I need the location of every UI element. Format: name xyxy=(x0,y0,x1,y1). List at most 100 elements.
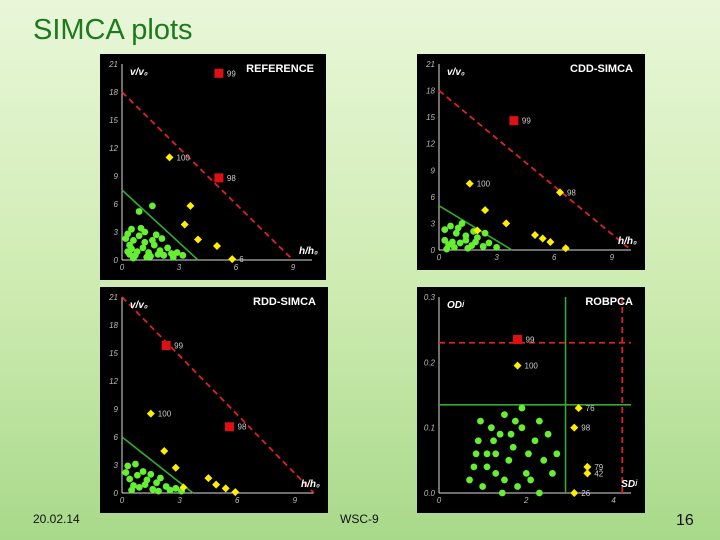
point-label: 76 xyxy=(586,404,595,413)
y-tick-label: 15 xyxy=(109,116,118,125)
x-tick-label: 9 xyxy=(610,253,615,262)
chart-robpca: 0.0 0.1 0.2 0.3 0 2 4 100 76 98 79 42 26 99 ROBPCA ODʲ S… xyxy=(417,287,645,513)
x-tick-label: 6 xyxy=(552,253,557,262)
regular-point xyxy=(441,226,449,234)
regular-point xyxy=(535,489,543,497)
extreme-point xyxy=(214,68,224,78)
flagged-point xyxy=(160,447,169,455)
y-tick-label: 3 xyxy=(431,219,436,228)
flagged-point xyxy=(171,463,180,472)
regular-point xyxy=(166,486,174,494)
y-tick-label: 0.3 xyxy=(424,293,436,302)
regular-point xyxy=(549,470,556,477)
red-boundary-line xyxy=(121,91,294,261)
regular-point xyxy=(143,253,151,261)
regular-point xyxy=(156,247,164,255)
point-label: 98 xyxy=(581,424,590,433)
x-tick-label: 0 xyxy=(120,496,125,505)
y-tick-label: 6 xyxy=(114,200,119,209)
y-tick-label: 3 xyxy=(114,228,119,237)
regular-point xyxy=(447,222,454,230)
extreme-point xyxy=(513,334,523,344)
regular-point xyxy=(133,471,141,479)
y-axis-label: ODʲ xyxy=(447,300,465,311)
extreme-point xyxy=(509,116,519,126)
flagged-point xyxy=(165,153,174,162)
x-axis-label: h/h₀ xyxy=(618,236,637,247)
regular-point xyxy=(452,229,460,237)
regular-point xyxy=(157,474,164,482)
y-tick-label: 21 xyxy=(425,60,435,69)
regular-point xyxy=(527,476,535,484)
x-axis-label: SDʲ xyxy=(621,479,638,490)
flagged-point xyxy=(146,409,155,418)
regular-point xyxy=(135,232,143,240)
x-axis-label: h/h₀ xyxy=(299,246,318,257)
regular-point xyxy=(477,417,484,425)
regular-point xyxy=(141,228,149,236)
x-tick-label: 6 xyxy=(234,263,239,272)
regular-point xyxy=(454,224,462,232)
regular-point xyxy=(540,456,548,464)
point-label: 100 xyxy=(158,410,172,419)
y-tick-label: 0 xyxy=(114,256,119,265)
y-tick-label: 0 xyxy=(431,246,436,255)
regular-point xyxy=(518,424,526,432)
flagged-point xyxy=(180,220,189,229)
regular-point xyxy=(149,202,156,210)
regular-point xyxy=(501,476,508,484)
y-tick-label: 15 xyxy=(109,349,118,358)
point-label: 100 xyxy=(525,362,539,371)
y-tick-label: 21 xyxy=(108,293,118,302)
regular-point xyxy=(509,443,517,451)
y-tick-label: 9 xyxy=(431,166,436,175)
regular-point xyxy=(160,251,168,259)
x-tick-label: 9 xyxy=(291,263,296,272)
x-tick-label: 3 xyxy=(177,263,182,272)
chart-title: CDD-SIMCA xyxy=(570,63,633,75)
point-label: 98 xyxy=(227,174,236,183)
flagged-point xyxy=(213,242,221,250)
regular-point xyxy=(150,241,158,249)
y-axis-label: v/v₀ xyxy=(447,67,465,78)
chart-title: RDD-SIMCA xyxy=(253,296,316,308)
point-label: 99 xyxy=(522,117,531,126)
regular-point xyxy=(132,460,139,468)
y-tick-label: 6 xyxy=(114,433,119,442)
regular-point xyxy=(501,411,508,418)
y-tick-label: 6 xyxy=(431,193,436,202)
green-boundary-line xyxy=(121,189,199,261)
x-tick-label: 0 xyxy=(120,263,125,272)
regular-point xyxy=(525,450,532,458)
flagged-point xyxy=(473,226,482,235)
regular-point xyxy=(472,238,479,246)
y-tick-label: 18 xyxy=(426,87,435,96)
y-axis-label: v/v₀ xyxy=(130,300,148,311)
regular-point xyxy=(139,468,147,475)
regular-point xyxy=(479,243,487,250)
y-tick-label: 3 xyxy=(114,461,119,470)
flagged-point xyxy=(179,483,188,492)
flagged-point xyxy=(212,480,221,489)
regular-point xyxy=(135,208,143,215)
regular-point xyxy=(126,475,134,483)
regular-point xyxy=(130,254,137,262)
flagged-point xyxy=(555,188,564,197)
y-axis-label: v/v₀ xyxy=(130,67,148,78)
flagged-point xyxy=(465,179,474,188)
regular-point xyxy=(169,253,177,261)
regular-point xyxy=(492,470,500,477)
regular-point xyxy=(535,417,543,425)
regular-point xyxy=(487,424,495,432)
flagged-point xyxy=(513,361,522,370)
regular-point xyxy=(130,237,137,244)
flagged-point xyxy=(570,489,579,497)
regular-point xyxy=(505,456,513,464)
extreme-point xyxy=(161,341,171,351)
chart-cdd-simca: 0 3 6 9 12 15 18 21 0 3 6 9 100 98 99 CDD-SIMCA v/v₀ h/h₀ xyxy=(417,54,645,270)
y-tick-label: 18 xyxy=(109,321,118,330)
regular-point xyxy=(472,450,480,458)
regular-point xyxy=(522,470,530,477)
regular-point xyxy=(481,229,489,237)
regular-point xyxy=(164,244,171,252)
